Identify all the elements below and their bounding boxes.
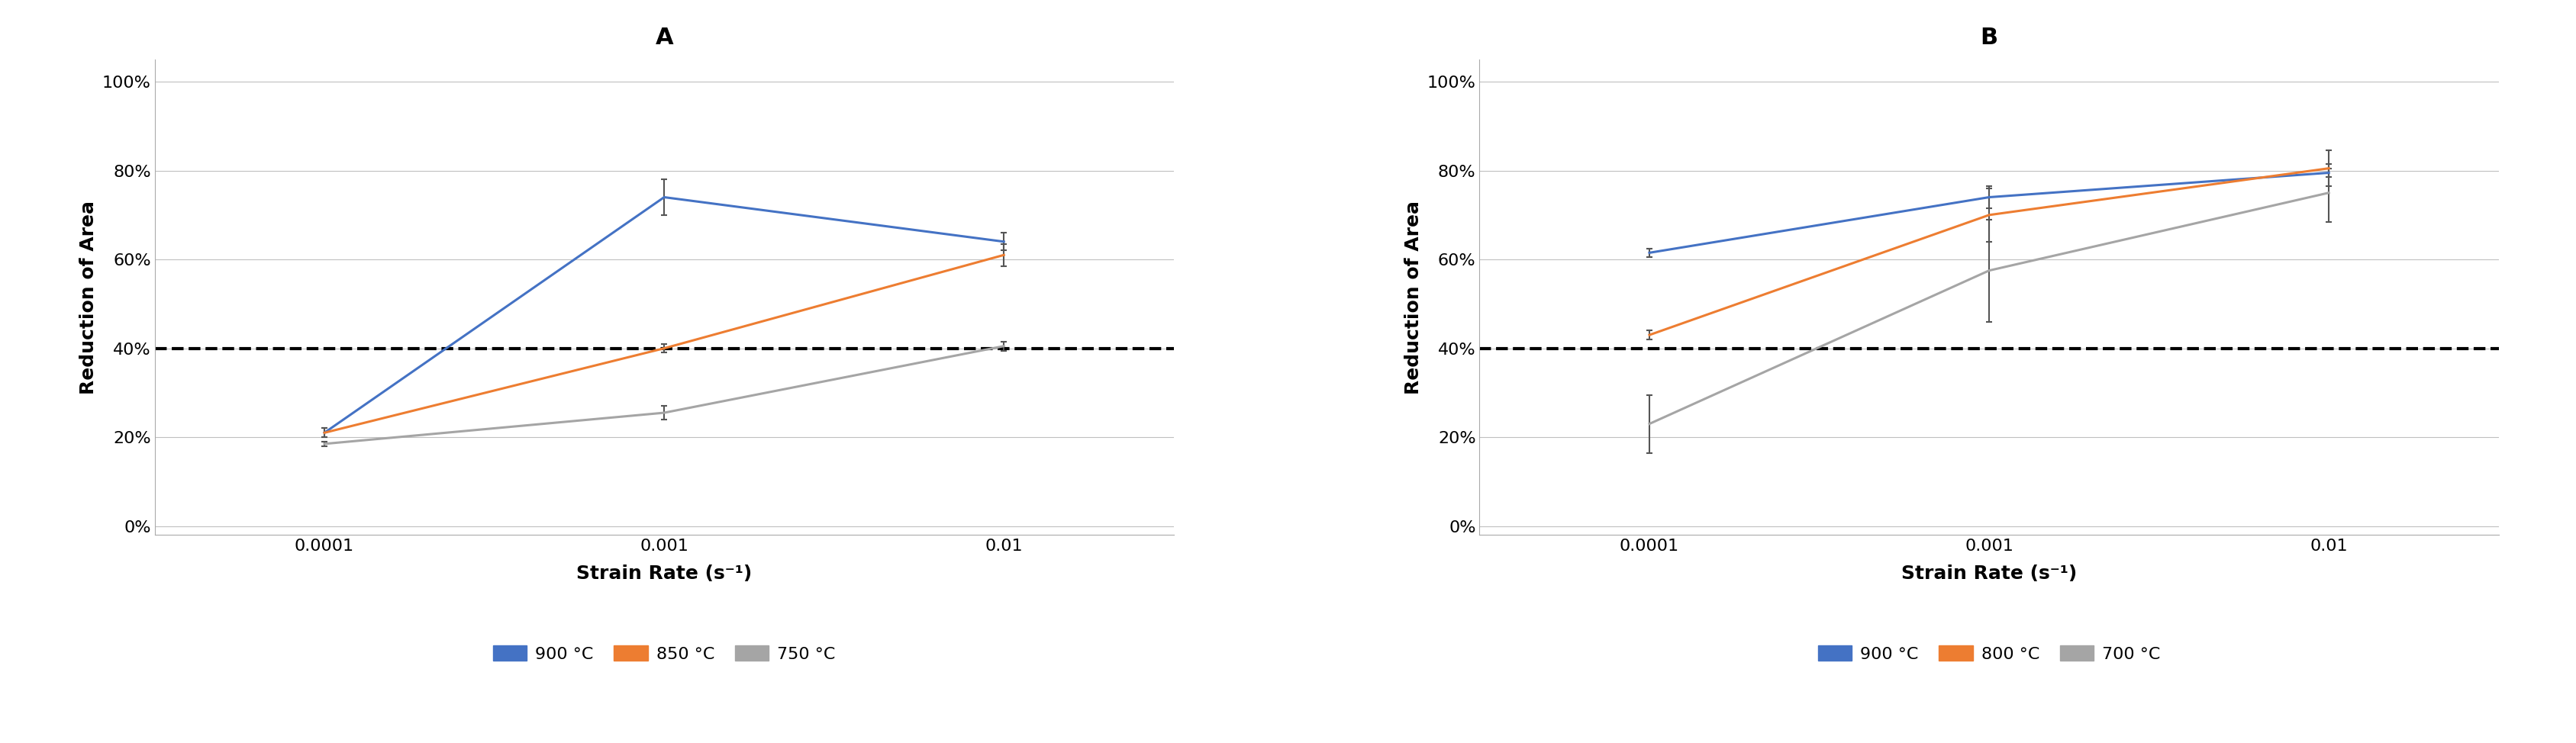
- Y-axis label: Reduction of Area: Reduction of Area: [80, 201, 98, 394]
- X-axis label: Strain Rate (s⁻¹): Strain Rate (s⁻¹): [1901, 565, 2076, 583]
- Title: B: B: [1981, 27, 1999, 49]
- Legend: 900 °C, 800 °C, 700 °C: 900 °C, 800 °C, 700 °C: [1811, 638, 2166, 669]
- Legend: 900 °C, 850 °C, 750 °C: 900 °C, 850 °C, 750 °C: [487, 638, 842, 669]
- Y-axis label: Reduction of Area: Reduction of Area: [1404, 201, 1422, 394]
- X-axis label: Strain Rate (s⁻¹): Strain Rate (s⁻¹): [577, 565, 752, 583]
- Title: A: A: [654, 27, 672, 49]
